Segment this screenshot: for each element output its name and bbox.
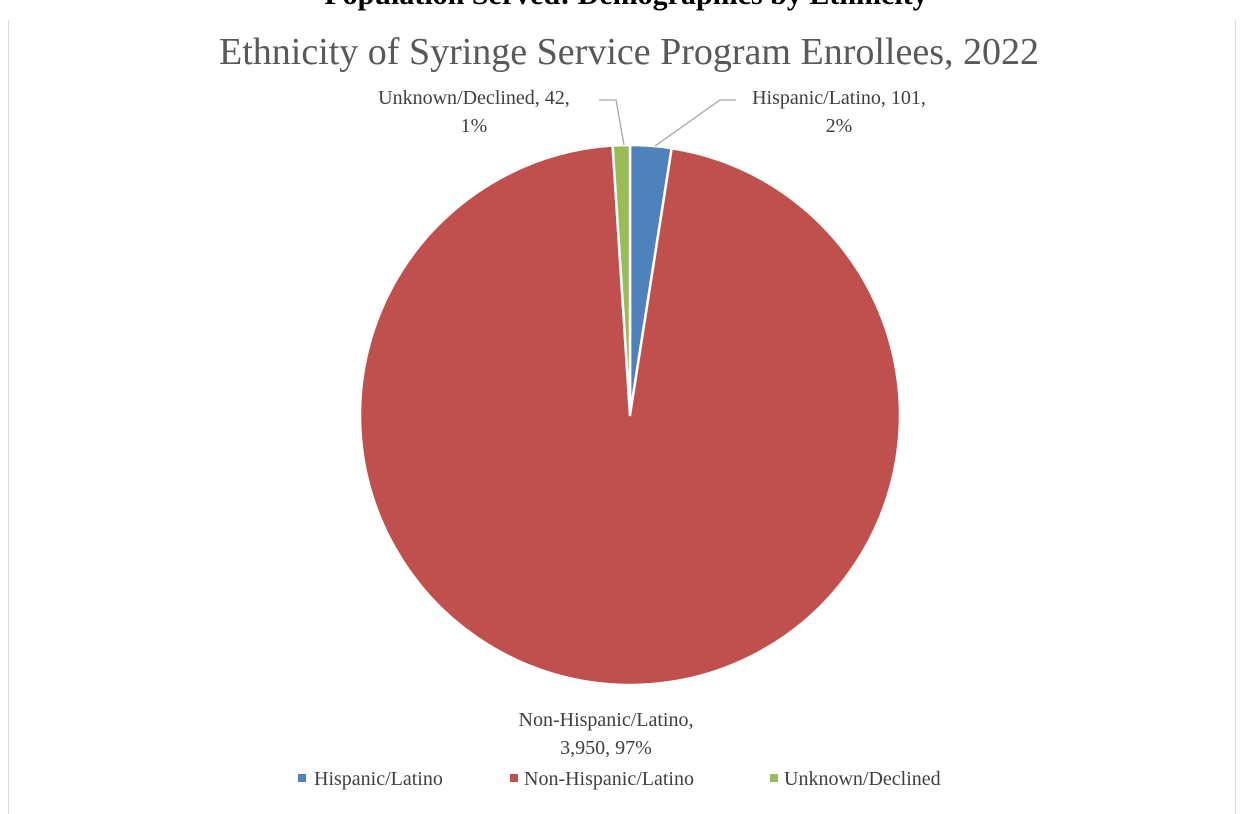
legend-swatch-unknown — [770, 774, 778, 782]
data-label-unknown-line1: Unknown/Declined, 42, — [378, 87, 570, 109]
chart-frame-left-border — [8, 20, 9, 814]
leader-line-hispanic — [654, 99, 736, 147]
data-label-unknown-line2: 1% — [461, 115, 488, 137]
data-label-nonhispanic-line2: 3,950, 97% — [560, 737, 652, 759]
legend-swatch-hispanic — [298, 774, 306, 782]
legend-label-unknown: Unknown/Declined — [784, 768, 941, 790]
legend: Hispanic/Latino Non-Hispanic/Latino Unkn… — [298, 768, 941, 790]
data-labels: Hispanic/Latino, 101, 2% Unknown/Decline… — [378, 87, 926, 759]
leader-lines — [599, 99, 736, 147]
chart-title: Ethnicity of Syringe Service Program Enr… — [219, 31, 1039, 73]
pie-slices — [358, 143, 902, 687]
chart-frame-right-border — [1235, 20, 1236, 814]
leader-line-unknown — [599, 99, 625, 146]
legend-label-hispanic: Hispanic/Latino — [314, 768, 443, 790]
data-label-hispanic-line1: Hispanic/Latino, 101, — [752, 87, 926, 109]
legend-label-nonhispanic: Non-Hispanic/Latino — [524, 768, 694, 790]
data-label-nonhispanic-line1: Non-Hispanic/Latino, — [519, 709, 694, 731]
cut-off-heading: Population Served: Demographics by Ethni… — [0, 0, 1252, 12]
data-label-hispanic-line2: 2% — [826, 115, 853, 137]
pie-slice-unknown-declined — [611, 143, 632, 417]
legend-swatch-nonhispanic — [510, 774, 518, 782]
